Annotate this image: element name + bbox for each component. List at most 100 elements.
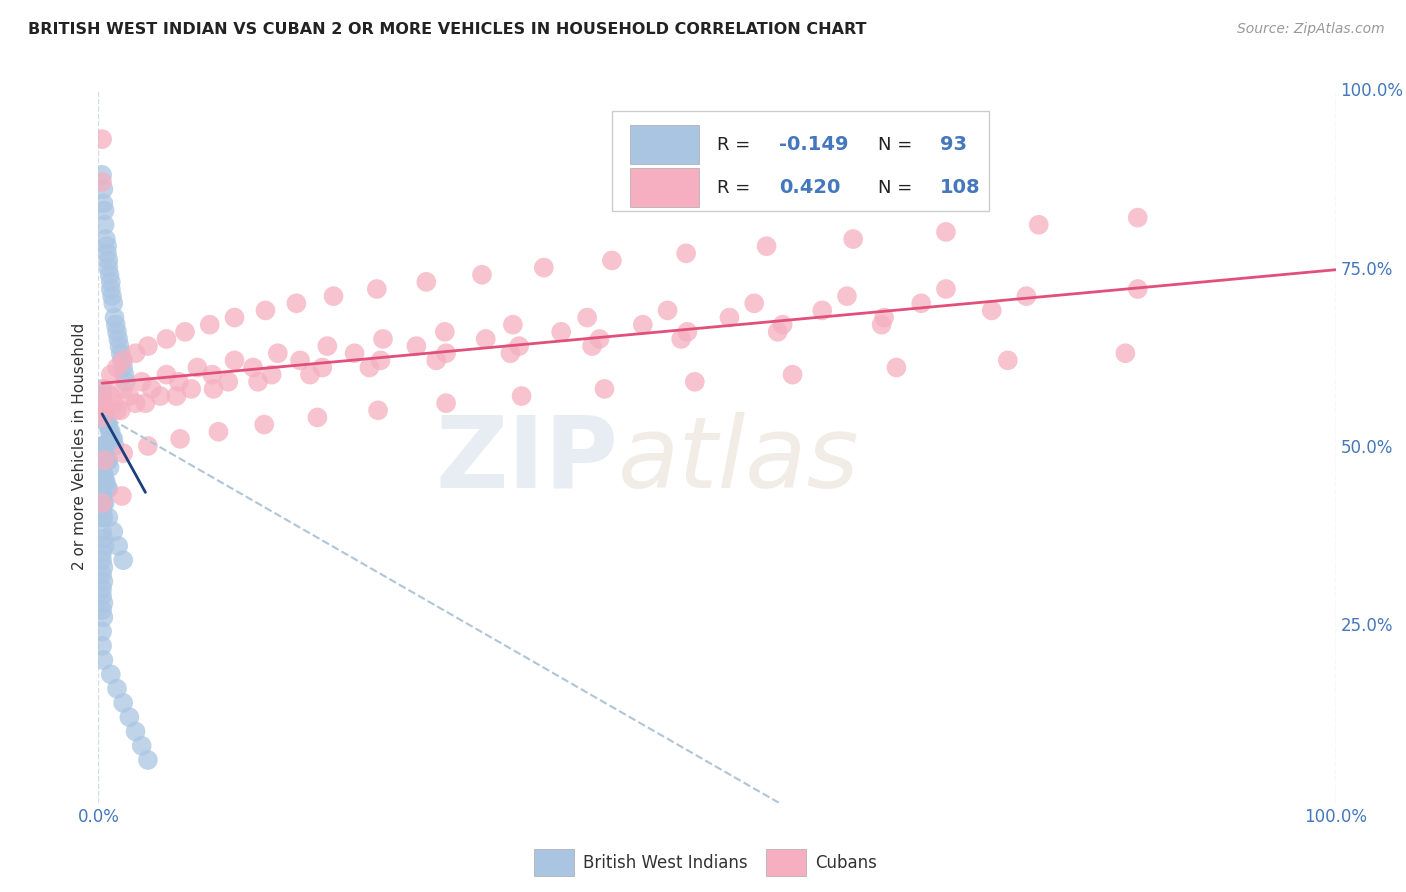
- Point: [588, 332, 610, 346]
- Point: [100, 282, 122, 296]
- Point: [112, 360, 135, 375]
- Point: [98, 460, 121, 475]
- Point: [169, 432, 191, 446]
- Point: [224, 310, 246, 325]
- Point: [718, 310, 741, 325]
- Y-axis label: 2 or more Vehicles in Household: 2 or more Vehicles in Household: [72, 322, 87, 570]
- Text: R =: R =: [717, 136, 756, 153]
- Text: N =: N =: [877, 136, 918, 153]
- Point: [100, 425, 122, 439]
- Point: [97, 253, 120, 268]
- Point: [91, 624, 114, 639]
- Point: [217, 375, 239, 389]
- Point: [502, 318, 524, 332]
- Point: [202, 382, 225, 396]
- Text: BRITISH WEST INDIAN VS CUBAN 2 OR MORE VEHICLES IN HOUSEHOLD CORRELATION CHART: BRITISH WEST INDIAN VS CUBAN 2 OR MORE V…: [28, 22, 866, 37]
- Point: [100, 389, 122, 403]
- Point: [307, 410, 329, 425]
- Point: [676, 325, 699, 339]
- FancyBboxPatch shape: [612, 111, 990, 211]
- Point: [93, 403, 115, 417]
- Point: [97, 260, 120, 275]
- Point: [631, 318, 654, 332]
- Point: [657, 303, 679, 318]
- Point: [105, 360, 128, 375]
- Point: [550, 325, 572, 339]
- Point: [136, 439, 159, 453]
- Point: [112, 446, 135, 460]
- Point: [91, 389, 114, 403]
- Point: [91, 467, 114, 482]
- Point: [93, 467, 115, 482]
- Point: [311, 360, 333, 375]
- Point: [288, 353, 311, 368]
- Point: [98, 425, 121, 439]
- Point: [91, 439, 114, 453]
- Point: [405, 339, 427, 353]
- Point: [91, 603, 114, 617]
- Point: [112, 553, 135, 567]
- Point: [93, 467, 115, 482]
- Point: [415, 275, 437, 289]
- Point: [91, 503, 114, 517]
- Point: [772, 318, 794, 332]
- Point: [600, 253, 623, 268]
- Point: [96, 482, 118, 496]
- Point: [110, 403, 132, 417]
- Point: [508, 339, 530, 353]
- Point: [842, 232, 865, 246]
- Point: [100, 368, 122, 382]
- Point: [242, 360, 264, 375]
- Point: [370, 353, 392, 368]
- Point: [96, 239, 118, 253]
- Point: [96, 246, 118, 260]
- Point: [98, 268, 121, 282]
- Point: [91, 567, 114, 582]
- Point: [886, 360, 908, 375]
- Point: [97, 482, 120, 496]
- Point: [97, 453, 120, 467]
- Point: [180, 382, 202, 396]
- Point: [105, 325, 128, 339]
- Point: [134, 396, 156, 410]
- Point: [93, 496, 115, 510]
- Point: [91, 510, 114, 524]
- Point: [93, 574, 115, 589]
- Point: [910, 296, 932, 310]
- Point: [149, 389, 172, 403]
- Point: [93, 560, 115, 574]
- Point: [100, 275, 122, 289]
- Point: [93, 410, 115, 425]
- Text: N =: N =: [877, 178, 918, 196]
- Point: [124, 346, 146, 360]
- Point: [298, 368, 321, 382]
- Point: [576, 310, 599, 325]
- Point: [107, 539, 129, 553]
- Point: [1028, 218, 1050, 232]
- Point: [91, 403, 114, 417]
- Point: [124, 724, 146, 739]
- Point: [93, 596, 115, 610]
- Point: [935, 282, 957, 296]
- Point: [118, 710, 141, 724]
- Point: [136, 339, 159, 353]
- Point: [131, 739, 153, 753]
- Point: [474, 332, 496, 346]
- Point: [91, 439, 114, 453]
- Point: [112, 353, 135, 368]
- Point: [316, 339, 339, 353]
- Point: [94, 410, 117, 425]
- Point: [94, 453, 117, 467]
- Point: [167, 375, 190, 389]
- Point: [224, 353, 246, 368]
- Point: [91, 582, 114, 596]
- Point: [96, 417, 118, 432]
- Point: [755, 239, 778, 253]
- Point: [254, 303, 277, 318]
- Point: [105, 403, 128, 417]
- Point: [371, 332, 394, 346]
- Point: [155, 368, 177, 382]
- Point: [174, 325, 197, 339]
- Point: [253, 417, 276, 432]
- Bar: [630, 168, 699, 207]
